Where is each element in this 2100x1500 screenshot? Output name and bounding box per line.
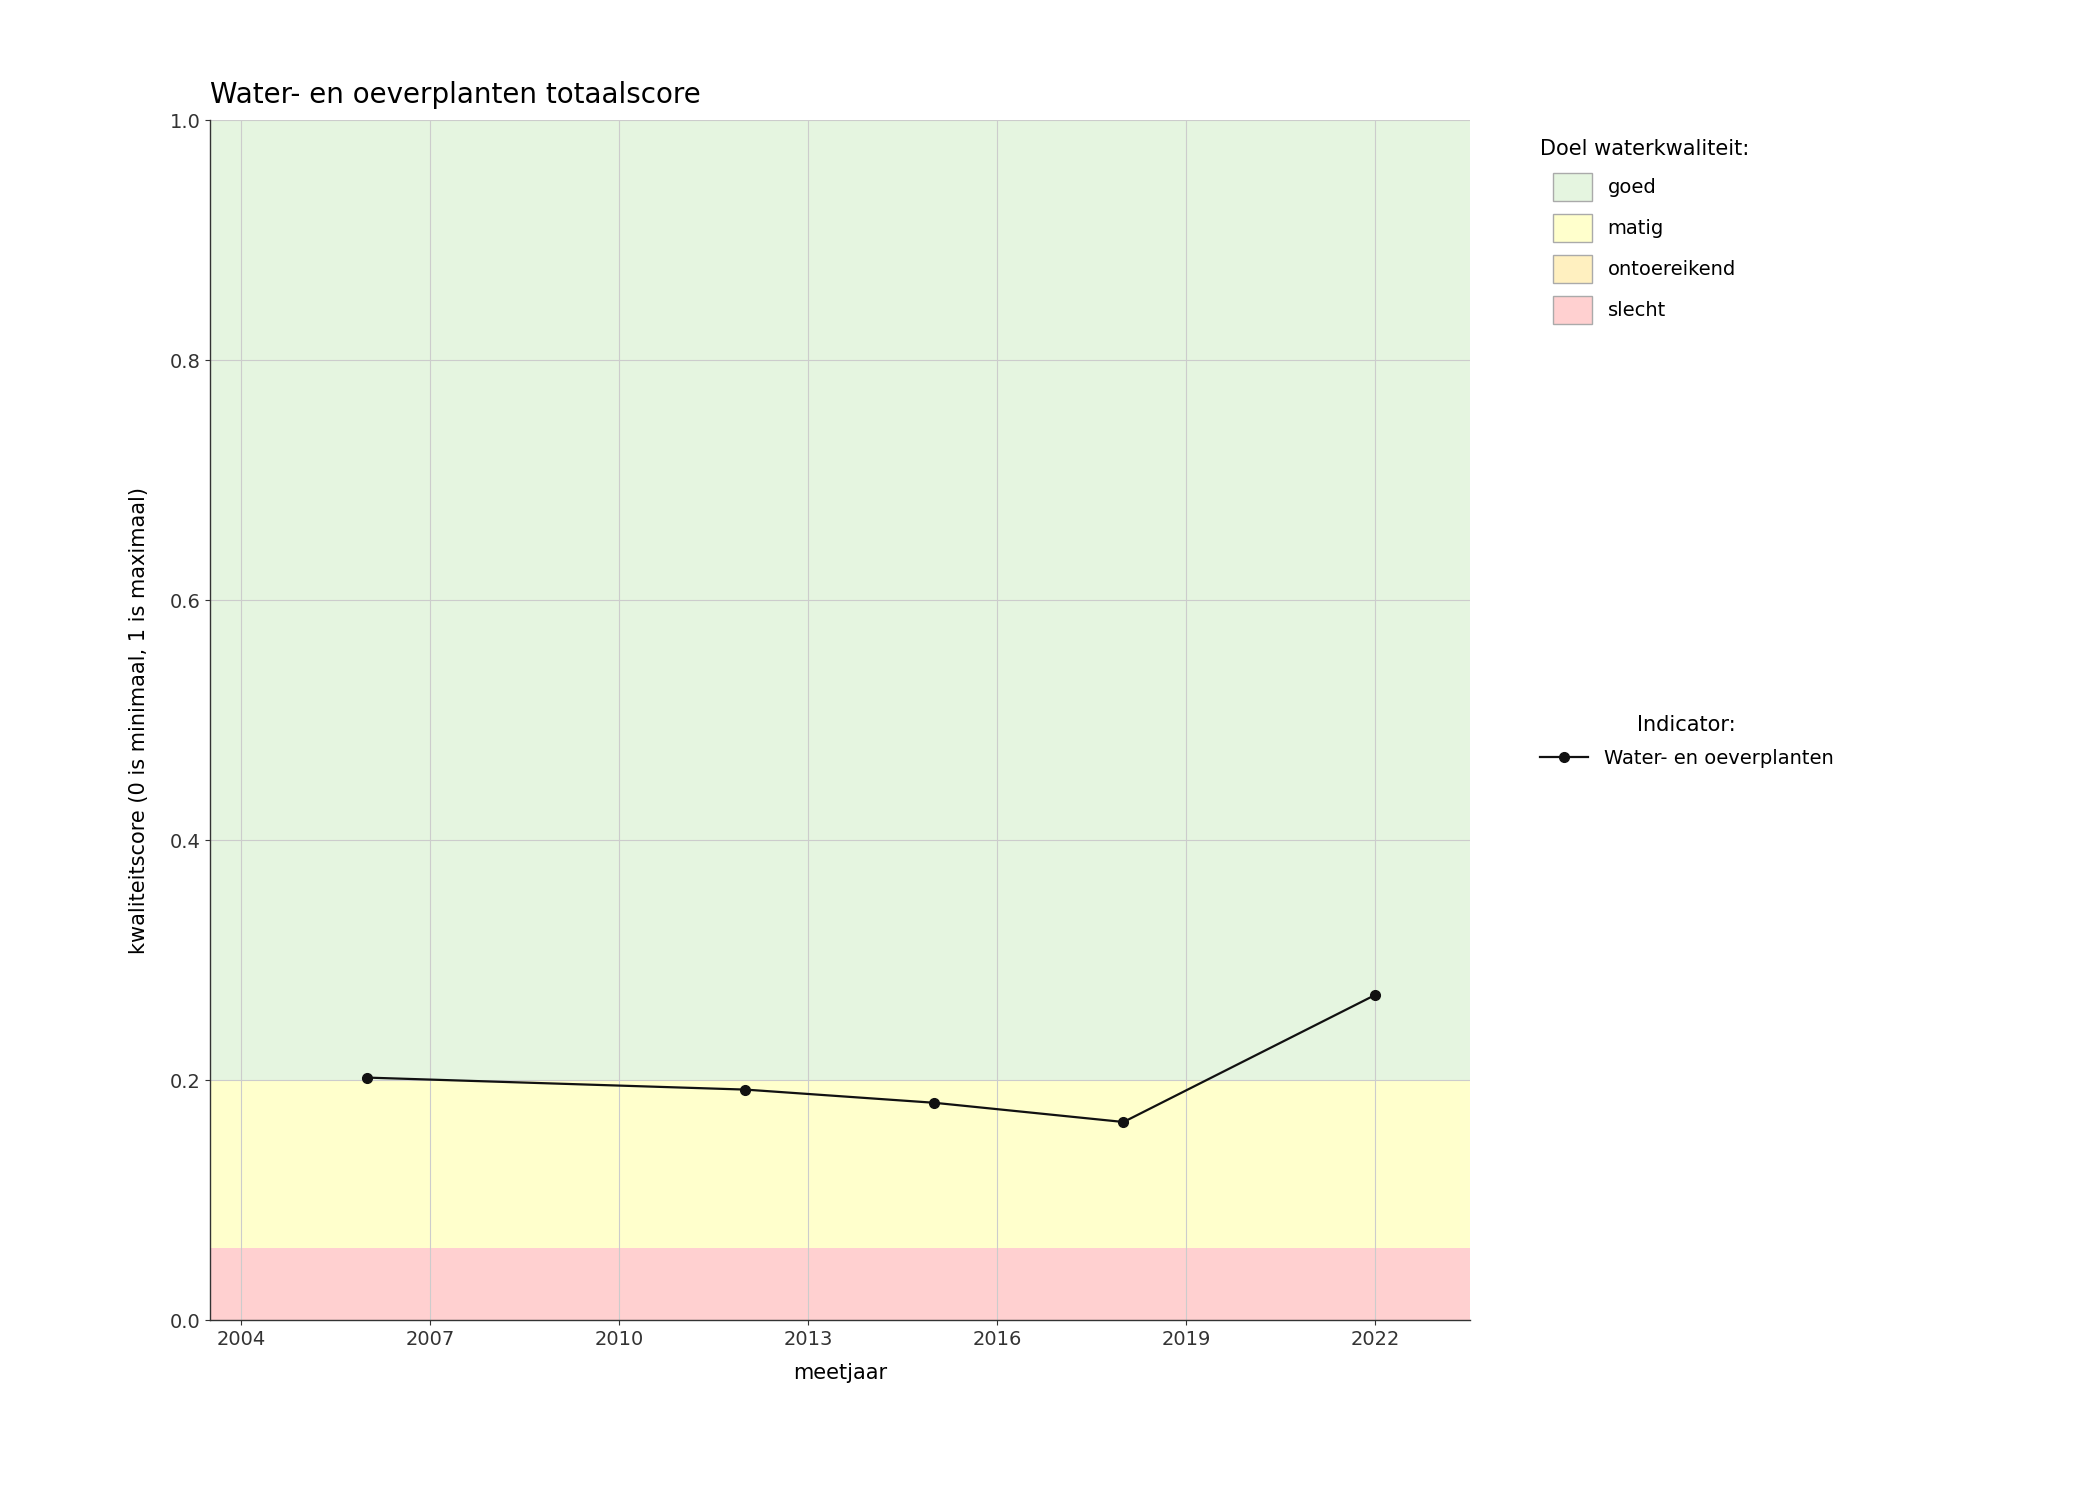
Bar [210,1248,1470,1320]
Legend: Water- en oeverplanten: Water- en oeverplanten [1531,705,1844,779]
X-axis label: meetjaar: meetjaar [794,1362,886,1383]
Bar [210,1080,1470,1248]
Bar [210,120,1470,1080]
Text: Water- en oeverplanten totaalscore: Water- en oeverplanten totaalscore [210,81,701,110]
Y-axis label: kwaliteitscore (0 is minimaal, 1 is maximaal): kwaliteitscore (0 is minimaal, 1 is maxi… [128,486,149,954]
